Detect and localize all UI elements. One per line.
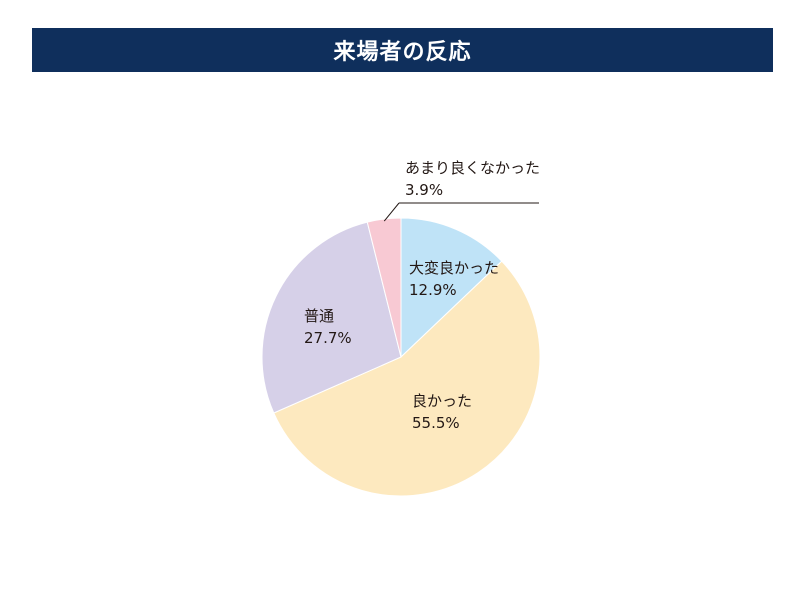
slice-label-daihen-yokatta: 大変良かった [409, 259, 499, 277]
slice-label-amari-yokunakatta: あまり良くなかった [405, 159, 540, 177]
pie-slice-2 [261, 221, 402, 414]
pie-slices [261, 217, 541, 497]
pie-slice-3 [366, 217, 402, 358]
slice-label-futsuu: 普通 [304, 307, 334, 325]
slice-value-amari-yokunakatta: 3.9% [405, 181, 443, 199]
slice-value-yokatta: 55.5% [412, 414, 460, 432]
slice-value-futsuu: 27.7% [304, 329, 352, 347]
pie-slice-0 [400, 217, 503, 359]
slice-label-yokatta: 良かった [412, 392, 472, 410]
chart-title: 来場者の反応 [32, 28, 773, 72]
slice-value-daihen-yokatta: 12.9% [409, 281, 457, 299]
pie-slice-1 [273, 260, 541, 497]
leader-line-diagonal [383, 202, 400, 222]
